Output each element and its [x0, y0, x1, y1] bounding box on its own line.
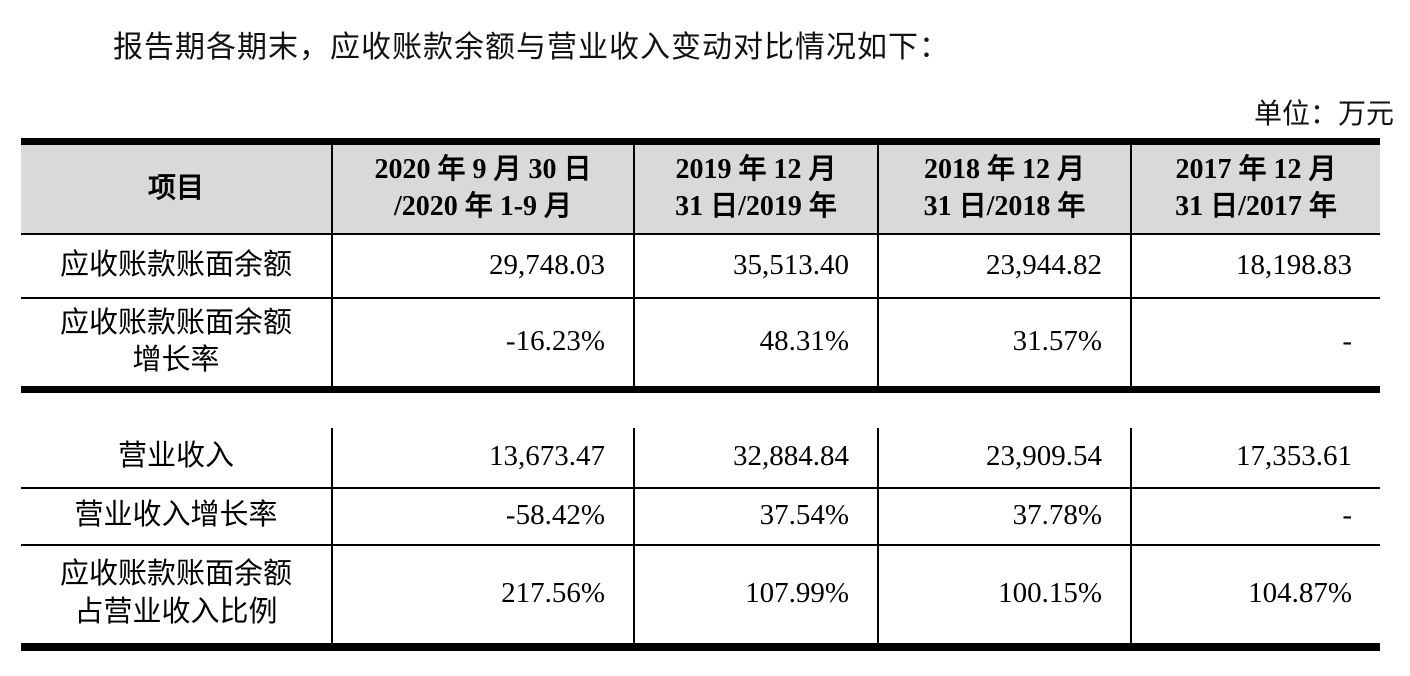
header-period-2017-line1: 2017 年 12 月: [1175, 154, 1337, 186]
table-header-row: 项目 2020 年 9 月 30 日 /2020 年 1-9 月 2019 年 …: [21, 138, 1380, 235]
table-row-revenue: 营业收入 13,673.47 32,884.84 23,909.54 17,35…: [21, 427, 1380, 489]
row-label: 应收账款账面余额 增长率: [21, 297, 333, 393]
cell-value: 37.78%: [878, 487, 1132, 546]
cell-value: 48.31%: [634, 297, 879, 393]
header-item: 项目: [21, 138, 333, 235]
page-title: 报告期各期末，应收账款余额与营业收入变动对比情况如下：: [113, 31, 950, 64]
header-period-2019-line1: 2019 年 12 月: [675, 154, 837, 186]
header-period-2020-line2: /2020 年 1-9 月: [393, 190, 573, 222]
header-period-2018: 2018 年 12 月 31 日/2018 年: [878, 138, 1132, 235]
cell-value: 100.15%: [878, 544, 1132, 651]
cell-value: 18,198.83: [1131, 233, 1380, 299]
row-label-line1: 应收账款账面余额: [59, 306, 292, 339]
row-label-line1: 应收账款账面余额: [59, 558, 292, 591]
row-label: 营业收入增长率: [21, 487, 333, 546]
cell-value: 29,748.03: [332, 233, 635, 299]
cell-value: 13,673.47: [332, 427, 635, 489]
header-period-2019: 2019 年 12 月 31 日/2019 年: [634, 138, 879, 235]
header-period-2018-line1: 2018 年 12 月: [923, 154, 1085, 186]
cell-value: 37.54%: [634, 487, 879, 546]
table-row-receivable-balance: 应收账款账面余额 29,748.03 35,513.40 23,944.82 1…: [21, 233, 1380, 299]
header-period-2019-line2: 31 日/2019 年: [675, 190, 837, 222]
row-label: 营业收入: [21, 427, 333, 489]
cell-value: 217.56%: [332, 544, 635, 651]
header-period-2017: 2017 年 12 月 31 日/2017 年: [1131, 138, 1380, 235]
section-gap: [21, 389, 1380, 428]
row-label-line2: 增长率: [132, 344, 220, 377]
row-label: 应收账款账面余额: [21, 233, 333, 299]
cell-value: -: [1131, 297, 1380, 393]
receivables-vs-revenue-table: 项目 2020 年 9 月 30 日 /2020 年 1-9 月 2019 年 …: [21, 138, 1380, 651]
header-period-2020: 2020 年 9 月 30 日 /2020 年 1-9 月: [332, 138, 635, 235]
cell-value: 107.99%: [634, 544, 879, 651]
cell-value: 104.87%: [1131, 544, 1380, 651]
table-row-receivable-growth: 应收账款账面余额 增长率 -16.23% 48.31% 31.57% -: [21, 297, 1380, 393]
row-label: 应收账款账面余额 占营业收入比例: [21, 544, 333, 651]
header-period-2018-line2: 31 日/2018 年: [923, 190, 1086, 222]
table-row-receivable-to-revenue-ratio: 应收账款账面余额 占营业收入比例 217.56% 107.99% 100.15%…: [21, 544, 1380, 651]
cell-value: 23,909.54: [878, 427, 1132, 489]
header-period-2017-line2: 31 日/2017 年: [1175, 190, 1337, 222]
cell-value: 31.57%: [878, 297, 1132, 393]
table-row-revenue-growth: 营业收入增长率 -58.42% 37.54% 37.78% -: [21, 487, 1380, 546]
cell-value: -58.42%: [332, 487, 635, 546]
unit-label: 单位：万元: [1253, 99, 1394, 130]
cell-value: 35,513.40: [634, 233, 879, 299]
cell-value: 17,353.61: [1131, 427, 1380, 489]
cell-value: -: [1131, 487, 1380, 546]
cell-value: 23,944.82: [878, 233, 1132, 299]
header-period-2020-line1: 2020 年 9 月 30 日: [374, 154, 592, 186]
row-label-line2: 占营业收入比例: [74, 596, 278, 628]
cell-value: 32,884.84: [634, 427, 879, 489]
cell-value: -16.23%: [332, 297, 635, 393]
